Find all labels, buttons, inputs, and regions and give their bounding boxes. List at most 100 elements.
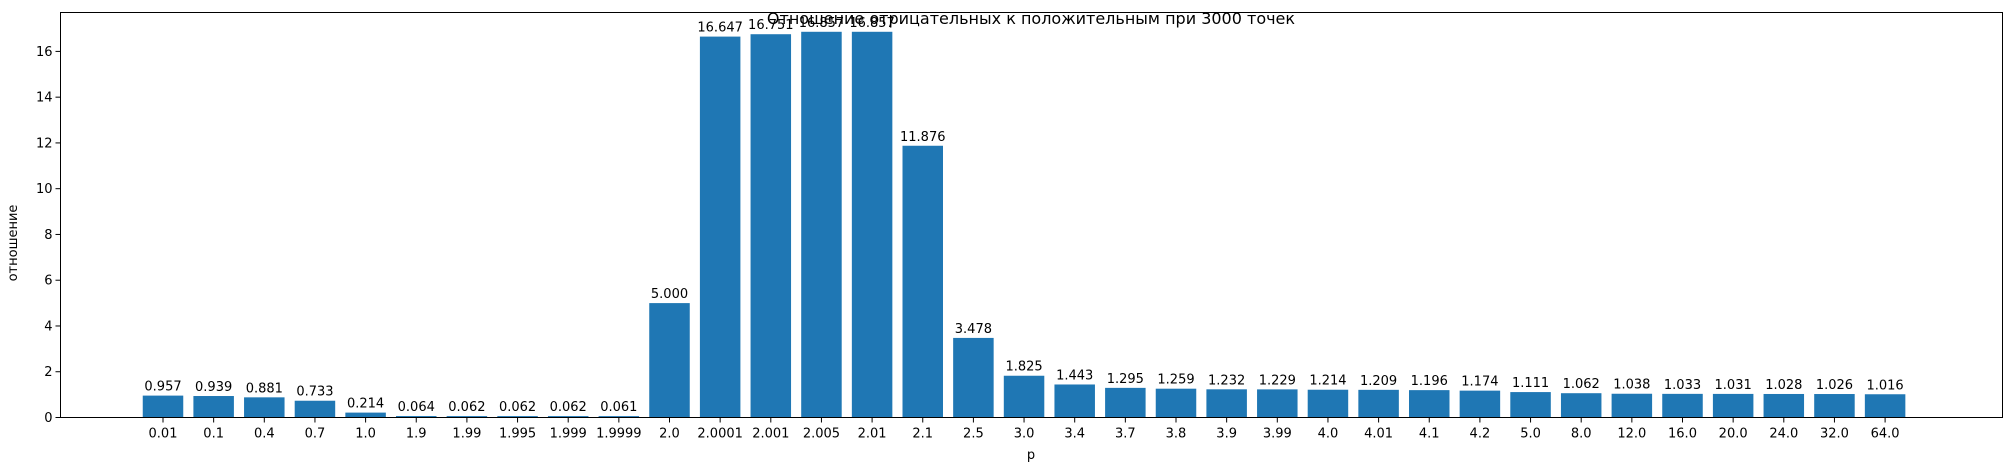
bar <box>1307 389 1349 418</box>
bar <box>1257 389 1298 418</box>
x-tick-label: 5.0 <box>1520 427 1541 442</box>
x-tick-label: 1.9 <box>406 427 427 442</box>
bar <box>345 412 386 418</box>
x-tick-label: 1.99 <box>452 427 481 442</box>
bar <box>1155 388 1197 418</box>
x-tick-label: 4.2 <box>1470 427 1491 442</box>
x-tick-label: 0.1 <box>203 427 224 442</box>
bar-value-label: 1.111 <box>1512 376 1549 391</box>
x-tick-label: 20.0 <box>1719 427 1748 442</box>
bar-value-label: 1.031 <box>1715 378 1752 393</box>
bar-value-label: 1.174 <box>1461 375 1498 390</box>
x-tick-label: 2.01 <box>858 427 887 442</box>
plot-frame <box>60 12 2003 418</box>
bar <box>1611 393 1653 418</box>
bar <box>396 416 437 418</box>
bar <box>294 400 336 418</box>
value-labels: 0.957 0.939 0.881 0.733 0.214 0.064 0.062 0.062… <box>144 16 1903 415</box>
bar-value-label: 1.229 <box>1259 373 1296 388</box>
x-tick-label: 3.9 <box>1216 427 1237 442</box>
bar <box>1459 390 1501 418</box>
bar-value-label: 0.062 <box>499 400 536 415</box>
y-tick-label: 0 <box>44 411 52 426</box>
bar-value-label: 1.443 <box>1056 368 1093 383</box>
bar-value-label: 0.214 <box>347 397 384 412</box>
x-tick-label: 3.8 <box>1166 427 1187 442</box>
bar-value-label: 0.957 <box>144 380 181 395</box>
bar <box>1105 387 1146 418</box>
y-tick-label: 6 <box>44 274 52 289</box>
bar-series <box>142 31 1906 418</box>
bar-value-label: 1.062 <box>1563 377 1600 392</box>
bar <box>1206 389 1247 418</box>
y-tick-label: 4 <box>44 319 52 334</box>
x-tick-label: 3.4 <box>1064 427 1085 442</box>
bar-value-label: 1.028 <box>1765 378 1802 393</box>
bar <box>953 337 994 418</box>
bar-value-label: 3.478 <box>955 322 992 337</box>
bar-value-label: 0.881 <box>246 381 283 396</box>
x-axis-label: p <box>1027 448 1035 463</box>
bar <box>1358 389 1399 418</box>
bar-value-label: 16.751 <box>748 18 794 33</box>
bar-value-label: 16.857 <box>799 16 845 31</box>
bar <box>1662 393 1703 418</box>
bar <box>902 145 943 418</box>
bar-value-label: 1.295 <box>1107 372 1144 387</box>
x-tick-label: 2.0 <box>659 427 680 442</box>
bar-value-label: 1.259 <box>1157 373 1194 388</box>
y-tick-label: 12 <box>36 136 53 151</box>
x-tick-label: 2.1 <box>912 427 933 442</box>
bar <box>750 34 792 418</box>
bar <box>598 416 640 418</box>
y-axis: 0 2 4 6 8 10 12 14 16 <box>36 45 61 426</box>
bar-value-label: 1.196 <box>1411 374 1448 389</box>
bar-value-label: 1.209 <box>1360 374 1397 389</box>
y-axis-label: отношение <box>6 205 21 282</box>
bar <box>446 416 488 418</box>
bar-value-label: 16.647 <box>697 21 743 36</box>
bar <box>142 395 184 418</box>
x-tick-label: 2.005 <box>803 427 840 442</box>
bar-value-label: 1.214 <box>1309 374 1346 389</box>
x-tick-label: 3.99 <box>1263 427 1292 442</box>
bar-value-label: 5.000 <box>651 287 688 302</box>
bar-value-label: 1.033 <box>1664 378 1701 393</box>
bar <box>497 416 538 418</box>
bar <box>1712 393 1754 418</box>
x-axis: 0.01 0.1 0.4 0.7 1.0 1.9 1.99 1.995 1.999 1.9999 2… <box>149 417 1900 442</box>
x-tick-label: 4.1 <box>1419 427 1440 442</box>
bar <box>1510 392 1551 418</box>
y-tick-label: 14 <box>36 91 53 106</box>
bar <box>851 31 893 418</box>
x-tick-label: 0.4 <box>254 427 275 442</box>
x-tick-label: 32.0 <box>1820 427 1849 442</box>
bar-value-label: 0.061 <box>600 400 637 415</box>
bar <box>649 303 690 418</box>
bar <box>1814 394 1855 418</box>
x-tick-label: 4.01 <box>1364 427 1393 442</box>
bar <box>547 416 589 418</box>
y-tick-label: 8 <box>44 228 52 243</box>
bar <box>1054 384 1095 418</box>
bar-value-label: 1.825 <box>1005 360 1042 375</box>
x-tick-label: 2.001 <box>752 427 789 442</box>
bar-value-label: 0.733 <box>296 385 333 400</box>
y-tick-label: 16 <box>36 45 53 60</box>
x-tick-label: 1.999 <box>550 427 587 442</box>
x-tick-label: 64.0 <box>1871 427 1900 442</box>
x-tick-label: 0.7 <box>305 427 326 442</box>
bar <box>244 397 285 418</box>
bar-value-label: 1.038 <box>1613 378 1650 393</box>
bar <box>193 396 234 418</box>
bar-value-label: 0.062 <box>448 400 485 415</box>
bar <box>1864 394 1906 418</box>
x-tick-label: 12.0 <box>1617 427 1646 442</box>
x-tick-label: 4.0 <box>1318 427 1339 442</box>
bar <box>801 31 842 418</box>
x-tick-label: 24.0 <box>1769 427 1798 442</box>
bar-value-label: 0.062 <box>550 400 587 415</box>
bar <box>699 36 741 418</box>
